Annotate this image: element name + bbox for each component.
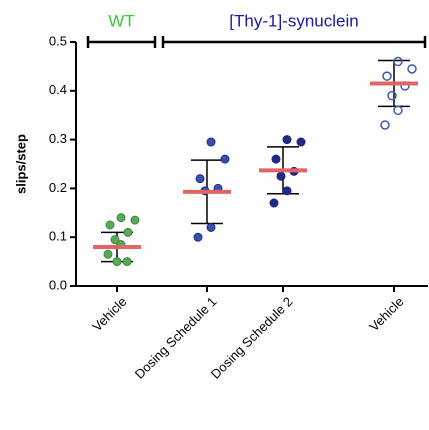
data-point (193, 232, 203, 242)
data-point (130, 215, 140, 225)
data-point (116, 213, 126, 223)
data-point (103, 249, 113, 259)
y-tick-label: 0.5 (49, 33, 67, 48)
data-point (110, 235, 120, 245)
data-point (105, 220, 115, 230)
x-tick-label: Vehicle (89, 294, 129, 334)
data-point (380, 120, 390, 130)
data-point (122, 257, 132, 267)
y-tick-label: 0.1 (49, 229, 67, 244)
x-tick-label: Vehicle (366, 294, 406, 334)
data-point (382, 71, 392, 81)
data-point (282, 135, 292, 145)
data-point (112, 257, 122, 267)
data-point (206, 137, 216, 147)
data-point (282, 186, 292, 196)
y-tick-label: 0.2 (49, 180, 67, 195)
data-point (393, 56, 403, 67)
y-tick-label: 0.0 (49, 277, 67, 292)
data-point (195, 174, 205, 184)
y-tick-label: 0.3 (49, 131, 67, 146)
group-header: [Thy-1]-synuclein (229, 11, 358, 30)
y-tick-label: 0.4 (49, 82, 67, 97)
data-point (269, 198, 279, 208)
data-point (271, 154, 281, 164)
data-point (387, 90, 397, 101)
data-point (393, 105, 403, 116)
x-tick-label: Dosing Schedule 2 (208, 294, 296, 382)
x-tick-label: Dosing Schedule 1 (132, 294, 220, 382)
group-header: WT (108, 11, 134, 30)
data-point (296, 137, 306, 147)
data-point (220, 154, 230, 164)
data-point (276, 171, 286, 181)
y-axis-label: slips/step (13, 134, 28, 194)
data-point (407, 64, 417, 74)
data-point (123, 227, 133, 237)
data-point (206, 222, 216, 232)
